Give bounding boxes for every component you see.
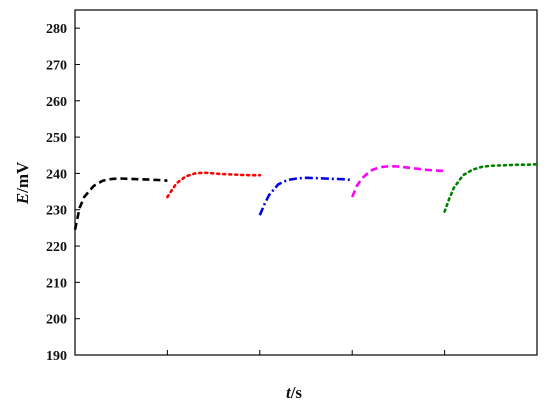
y-tick-label-190: 190 xyxy=(46,349,67,364)
series-line-3 xyxy=(258,176,353,216)
series-line-4 xyxy=(351,164,445,198)
x-axis-ticks xyxy=(166,350,446,355)
y-tick-label-230: 230 xyxy=(46,204,67,219)
y-tick-label-210: 210 xyxy=(46,276,67,291)
y-tick-label-270: 270 xyxy=(46,58,67,73)
y-tick-label-240: 240 xyxy=(46,167,67,182)
series-line-1 xyxy=(73,177,168,230)
series-line-5 xyxy=(443,163,539,213)
series-line-2 xyxy=(166,171,262,199)
plot-frame xyxy=(74,9,538,356)
y-axis-ticks: 190 200 210 220 230 240 250 260 270 280 xyxy=(46,22,80,364)
series-layer xyxy=(73,163,539,230)
y-tick-label-280: 280 xyxy=(46,22,67,37)
y-tick-label-200: 200 xyxy=(46,313,67,328)
x-axis-title: t/s xyxy=(286,383,302,402)
y-axis-title: E/mV xyxy=(13,161,32,205)
y-tick-label-250: 250 xyxy=(46,131,67,146)
y-tick-label-220: 220 xyxy=(46,240,67,255)
y-tick-label-260: 260 xyxy=(46,95,67,110)
